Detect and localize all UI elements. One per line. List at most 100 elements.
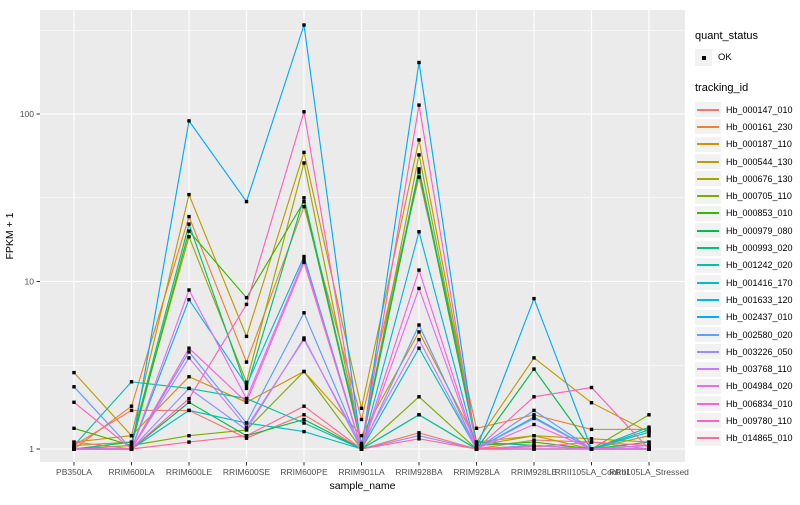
legend-entry-label: Hb_000979_080	[726, 225, 793, 236]
legend-key-box	[695, 344, 721, 360]
data-point	[72, 400, 76, 404]
data-point	[244, 400, 249, 404]
data-point	[187, 350, 191, 354]
data-point	[302, 161, 306, 165]
legend-panel: quant_status OK tracking_id Hb_000147_01…	[695, 30, 800, 447]
data-point	[532, 447, 536, 451]
data-point	[302, 23, 306, 27]
data-point	[72, 370, 76, 375]
x-tick-label: RRIM928LE	[511, 467, 558, 477]
legend-key-box	[695, 205, 721, 221]
legend-entry-label: Hb_002437_010	[726, 312, 793, 323]
legend-tracking-id-entries: Hb_000147_010 Hb_000161_230 Hb_000187_110 H…	[695, 101, 800, 447]
data-point	[129, 447, 134, 451]
data-point	[474, 443, 479, 448]
data-point	[302, 413, 306, 417]
data-point	[532, 438, 536, 442]
legend-entry-Hb_000676_130: Hb_000676_130	[695, 170, 800, 187]
data-point	[589, 437, 594, 441]
data-point	[417, 413, 421, 417]
legend-line-swatch	[697, 264, 719, 267]
data-point	[187, 375, 191, 379]
legend-entry-Hb_006834_010: Hb_006834_010	[695, 395, 800, 412]
data-point	[417, 268, 421, 272]
legend-entry-label: Hb_000676_130	[726, 173, 793, 184]
point-marker-icon	[701, 55, 706, 60]
data-point	[244, 428, 249, 432]
data-point	[244, 360, 249, 364]
legend-key-box	[695, 154, 721, 170]
data-point	[532, 296, 536, 301]
data-point	[417, 230, 421, 234]
data-point	[417, 153, 421, 157]
data-point	[417, 337, 421, 342]
data-point	[647, 430, 651, 434]
data-point	[417, 175, 421, 179]
data-point	[532, 408, 536, 413]
data-point	[532, 422, 536, 427]
legend-key-box	[695, 136, 721, 152]
data-point	[302, 204, 306, 209]
data-point	[302, 421, 306, 425]
data-point	[187, 408, 191, 413]
plot-svg: 1 10 100 PB350LA RRIM600LA RRIM600LE RRIM600SE…	[4, 10, 689, 492]
data-point	[647, 447, 651, 451]
data-point	[302, 404, 306, 408]
data-point	[187, 440, 191, 444]
data-point	[532, 356, 536, 360]
data-point	[647, 434, 651, 438]
x-tick-label: RRIM600SE	[223, 467, 271, 477]
legend-line-swatch	[697, 437, 719, 440]
data-point	[129, 440, 134, 444]
legend-line-swatch	[697, 368, 719, 371]
legend-entry-label: Hb_014865_010	[726, 433, 793, 444]
data-point	[417, 60, 421, 65]
legend-item-ok: OK	[695, 49, 800, 66]
legend-line-swatch	[697, 195, 719, 198]
data-point	[589, 401, 594, 405]
legend-key-box	[695, 49, 712, 66]
legend-key-box	[695, 361, 721, 377]
legend-entry-label: Hb_001242_020	[726, 260, 793, 271]
data-point	[532, 395, 536, 399]
legend-key-box	[695, 430, 721, 446]
data-point	[302, 258, 306, 262]
data-point	[417, 323, 421, 327]
legend-line-swatch	[697, 143, 719, 146]
data-point	[474, 440, 479, 444]
legend-title-quant-status: quant_status	[695, 30, 758, 42]
data-point	[244, 199, 249, 204]
legend-key-box	[695, 378, 721, 394]
data-point	[129, 443, 134, 448]
legend-entry-label: Hb_003768_110	[726, 364, 792, 375]
data-point	[302, 150, 306, 155]
data-point	[417, 437, 421, 441]
legend-entry-Hb_000993_020: Hb_000993_020	[695, 239, 800, 256]
legend-line-swatch	[697, 281, 719, 284]
data-point	[474, 426, 479, 430]
data-point	[532, 416, 536, 421]
data-point	[417, 138, 421, 142]
data-point	[589, 385, 594, 390]
legend-line-swatch	[697, 385, 719, 388]
data-point	[417, 434, 421, 438]
data-point	[72, 443, 76, 448]
legend-line-swatch	[697, 177, 719, 180]
legend-entry-Hb_003226_050: Hb_003226_050	[695, 343, 800, 360]
y-tick-label: 10	[25, 277, 35, 287]
data-point	[532, 445, 536, 449]
x-tick-label: RRII105LA_Stressed	[609, 467, 689, 477]
data-point	[302, 417, 306, 422]
data-point	[417, 167, 421, 171]
legend-line-swatch	[697, 212, 719, 215]
data-point	[359, 443, 364, 448]
data-point	[129, 434, 134, 438]
legend-entry-label: Hb_000705_110	[726, 191, 792, 202]
data-point	[187, 214, 191, 219]
x-tick-label: RRII105LA_Control	[555, 467, 629, 477]
legend-entry-Hb_014865_010: Hb_014865_010	[695, 430, 800, 447]
data-point	[129, 408, 134, 413]
data-point	[417, 346, 421, 350]
x-tick-label: RRIM600PE	[280, 467, 328, 477]
data-point	[244, 302, 249, 307]
